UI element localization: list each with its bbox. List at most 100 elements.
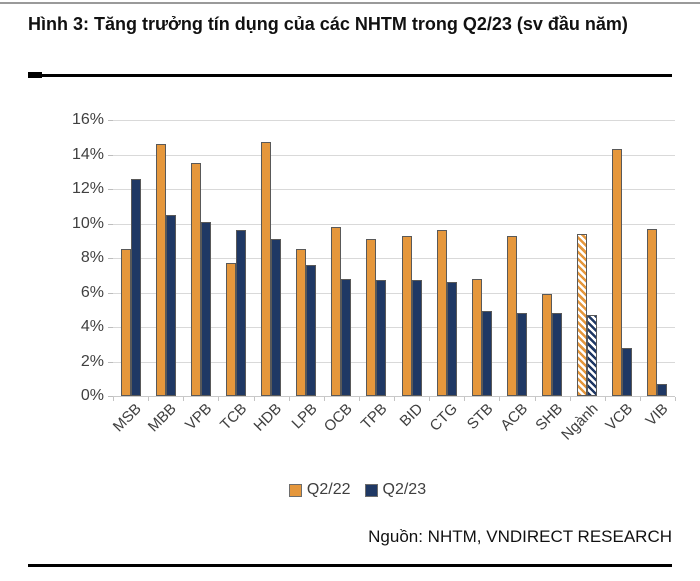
bar-LPB-Q2/23 [306, 264, 317, 396]
bar-ACB-Q2/22 [506, 235, 517, 396]
bar-MSB-Q2/23 [130, 178, 141, 396]
x-axis-label-CTG: CTG [426, 400, 462, 435]
bar-BID-Q2/23 [411, 280, 422, 396]
bar-TCB-Q2/23 [235, 230, 246, 396]
gridline [113, 258, 675, 259]
legend-item-q2-22: Q2/22 [288, 481, 351, 499]
bottom-divider [28, 564, 672, 567]
bar-ACB-Q2/23 [516, 313, 527, 396]
bar-group-OCB [324, 120, 359, 396]
legend-item-q2-23: Q2/23 [364, 481, 427, 499]
bar-group-ACB [499, 120, 534, 396]
x-axis-tick [253, 397, 255, 401]
gridline [113, 327, 675, 328]
bar-TPB-Q2/22 [366, 239, 377, 396]
y-axis-label: 2% [80, 352, 104, 370]
bar-group-CTG [429, 120, 464, 396]
bar-group-TCB [218, 120, 253, 396]
x-axis-tick [113, 397, 114, 401]
bar-chart: MSB MBB VPB TCB HDB LPB OCB TPB BID CTG STB ACB SHB N… [40, 95, 676, 515]
y-axis-label: 4% [80, 318, 104, 335]
x-axis-label-MBB: MBB [144, 400, 181, 436]
y-axis-tick [108, 327, 113, 328]
legend-label-q2-22: Q2/22 [306, 481, 351, 498]
x-axis-label-VCB: VCB [602, 400, 637, 435]
bar-group-BID [394, 120, 429, 396]
y-axis-label: 10% [71, 214, 104, 232]
gridline [113, 361, 675, 363]
bar-group-LPB [289, 120, 324, 396]
bar-MSB-Q2/22 [120, 249, 131, 396]
bar-group-MBB [148, 120, 183, 396]
bar-BID-Q2/22 [401, 235, 412, 396]
y-axis-label: 8% [80, 249, 104, 266]
bar-OCB-Q2/22 [331, 226, 342, 396]
legend: Q2/22 Q2/23 [40, 481, 675, 499]
y-axis-label: 14% [71, 145, 104, 163]
x-axis-tick [394, 397, 395, 401]
bar-VCB-Q2/23 [622, 347, 633, 396]
figure-title: Hình 3: Tăng trưởng tín dụng của các NHT… [28, 14, 628, 34]
y-axis-label: 16% [71, 111, 104, 128]
x-axis-tick [464, 397, 466, 401]
bar-TPB-Q2/23 [376, 280, 387, 396]
x-axis-label-LPB: LPB [288, 400, 321, 433]
y-axis-tick [108, 120, 113, 121]
y-axis-tick [108, 292, 113, 294]
y-axis-tick [108, 189, 113, 190]
bar-VIB-Q2/23 [657, 383, 668, 396]
x-axis-label-TPB: TPB [358, 400, 391, 433]
bar-STB-Q2/23 [481, 311, 492, 396]
x-axis-label-VIB: VIB [642, 400, 672, 430]
x-axis-tick [569, 397, 571, 401]
x-axis-tick [323, 397, 325, 401]
bar-group-VCB [605, 120, 640, 396]
bar-CTG-Q2/23 [446, 282, 457, 396]
gridline [113, 154, 675, 156]
legend-label-q2-23: Q2/23 [382, 481, 427, 498]
bar-CTG-Q2/22 [436, 230, 447, 396]
bar-MBB-Q2/22 [155, 144, 166, 396]
x-axis-line [113, 396, 675, 397]
bar-Ngành-Q2/23 [587, 314, 598, 396]
x-axis-tick [534, 397, 536, 401]
x-axis-label-STB: STB [463, 400, 497, 433]
y-axis-tick [108, 361, 113, 363]
bar-group-VPB [183, 120, 218, 396]
x-axis-label-OCB: OCB [320, 400, 356, 436]
bar-VPB-Q2/22 [190, 163, 201, 396]
bar-group-STB [464, 120, 499, 396]
y-axis-tick [108, 223, 113, 225]
x-axis-tick [288, 397, 290, 401]
bar-group-TPB [359, 120, 394, 396]
bar-group-HDB [254, 120, 289, 396]
y-axis-tick [108, 258, 113, 259]
y-axis-tick [108, 396, 113, 397]
y-axis-label: 12% [71, 180, 104, 197]
y-axis-label: 6% [80, 283, 104, 301]
bar-group-VIB [640, 120, 675, 396]
bar-SHB-Q2/23 [552, 313, 563, 396]
legend-swatch-q2-22 [288, 483, 302, 497]
x-axis-labels: MSB MBB VPB TCB HDB LPB OCB TPB BID CTG STB ACB SHB N… [110, 400, 675, 476]
gridline [113, 223, 675, 225]
gridline [113, 120, 675, 121]
source-text: Nguồn: NHTM, VNDIRECT RESEARCH [368, 527, 672, 546]
x-axis-label-VPB: VPB [181, 400, 216, 434]
gridline [113, 189, 675, 190]
bar-SHB-Q2/22 [542, 294, 553, 396]
x-axis-tick [358, 397, 360, 401]
bar-VPB-Q2/23 [200, 221, 211, 396]
top-divider [0, 2, 700, 4]
bar-OCB-Q2/23 [341, 278, 352, 396]
plot-area [113, 120, 675, 397]
y-axis-label: 0% [80, 387, 104, 404]
x-axis-tick [148, 397, 150, 401]
x-axis-tick [675, 397, 676, 401]
bar-Ngành-Q2/22 [577, 233, 588, 396]
y-axis-tick [108, 154, 113, 156]
bar-VCB-Q2/22 [612, 149, 623, 396]
x-axis-tick [604, 397, 606, 401]
bar-group-MSB [113, 120, 148, 396]
